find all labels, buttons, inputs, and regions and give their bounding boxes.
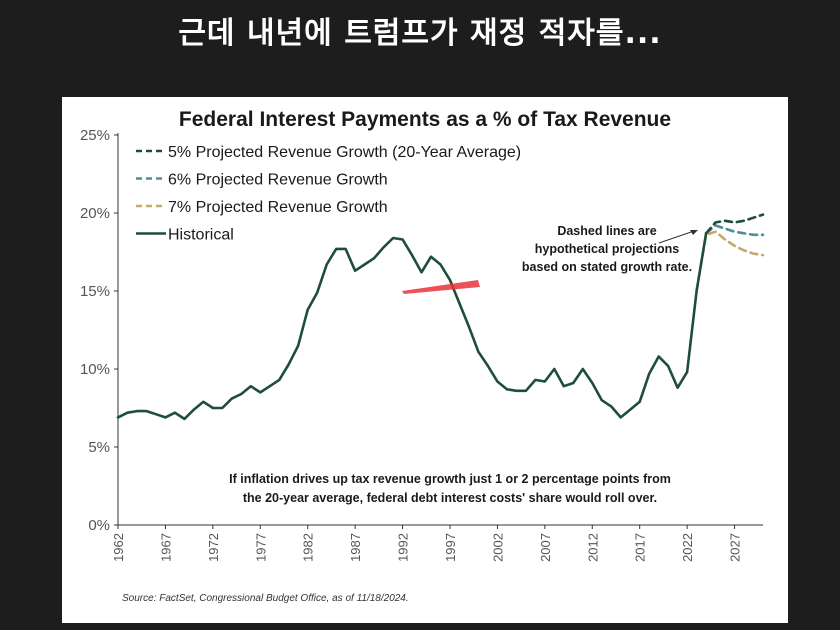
x-tick-label: 2027 [728, 533, 743, 562]
x-tick-label: 2007 [538, 533, 553, 562]
video-caption: 근데 내년에 트럼프가 재정 적자를... [178, 16, 662, 51]
source-note: Source: FactSet, Congressional Budget Of… [122, 593, 409, 604]
x-tick-label: 1997 [443, 533, 458, 562]
x-tick-label: 1982 [301, 533, 316, 562]
dashed-lines-note: Dashed lines are [557, 224, 656, 238]
y-tick-label: 0% [88, 517, 110, 534]
legend-label: 7% Projected Revenue Growth [168, 199, 388, 216]
x-tick-label: 1977 [253, 533, 268, 562]
chart-panel: Federal Interest Payments as a % of Tax … [62, 97, 788, 623]
legend-label: 6% Projected Revenue Growth [168, 172, 388, 189]
x-tick-label: 2012 [585, 533, 600, 562]
series-line-7-projected-revenue-growth [695, 230, 765, 293]
x-tick-label: 2002 [490, 533, 505, 562]
x-tick-label: 2017 [633, 533, 648, 562]
series-line-5-projected-revenue-growth-20-year-average [704, 213, 765, 235]
x-tick-label: 1972 [206, 533, 221, 562]
highlighter-mark [402, 280, 480, 294]
axes: 0% 5% 10% 15% 20% 25% 1962 1967 1972 1977 1982 1987… [80, 127, 763, 562]
legend-label: Historical [168, 227, 234, 244]
note-arrowhead [690, 230, 698, 235]
y-tick-label: 20% [80, 205, 110, 222]
x-tick-label: 1992 [396, 533, 411, 562]
chart-title: Federal Interest Payments as a % of Tax … [179, 108, 671, 131]
x-tick-label: 1987 [348, 533, 363, 562]
inflation-note: If inflation drives up tax revenue growt… [229, 472, 671, 486]
y-tick-label: 10% [80, 361, 110, 378]
series-group [116, 213, 765, 421]
x-tick-label: 1962 [111, 533, 126, 562]
y-tick-label: 5% [88, 439, 110, 456]
dashed-lines-note: based on stated growth rate. [522, 260, 692, 274]
x-tick-label: 2022 [680, 533, 695, 562]
note-arrow [658, 230, 695, 244]
y-tick-label: 25% [80, 127, 110, 144]
interest-payments-chart: Federal Interest Payments as a % of Tax … [80, 108, 765, 604]
legend-label: 5% Projected Revenue Growth (20-Year Ave… [168, 144, 521, 161]
dashed-lines-note: hypothetical projections [535, 242, 680, 256]
inflation-note: the 20-year average, federal debt intere… [243, 491, 657, 505]
legend: 5% Projected Revenue Growth (20-Year Ave… [136, 144, 521, 244]
annotations: Dashed lines are hypothetical projections… [122, 224, 698, 604]
y-tick-label: 15% [80, 283, 110, 300]
x-tick-label: 1967 [158, 533, 173, 562]
series-line-6-projected-revenue-growth [704, 224, 765, 237]
